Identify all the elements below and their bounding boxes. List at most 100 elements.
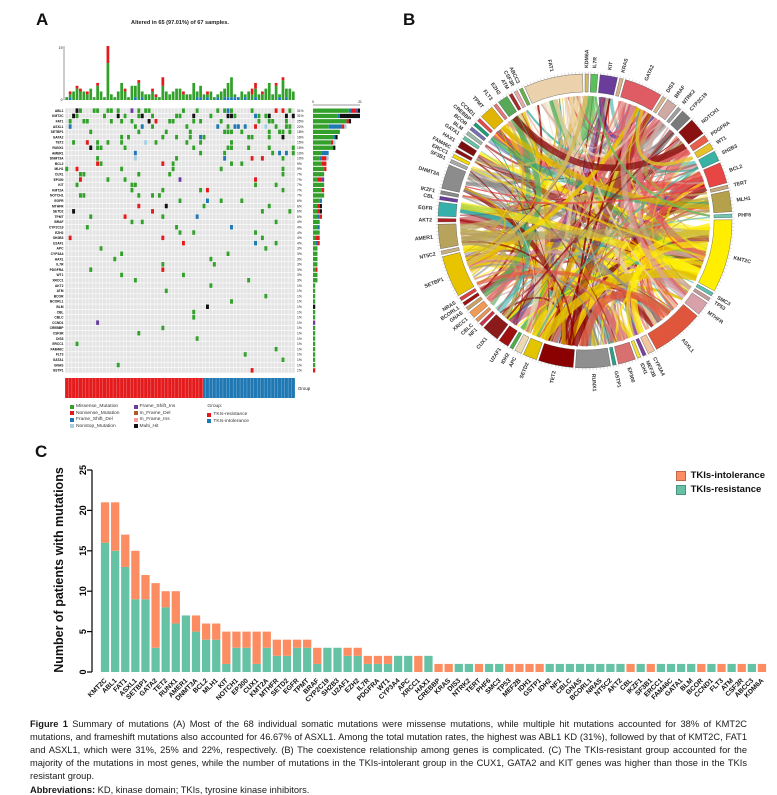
circos-gene-label: FLT3 [481,89,493,102]
figure-caption: Figure 1 Summary of mutations (A) Most o… [30,718,747,795]
group-legend-title: Group: [207,404,223,409]
oncoprint-gene-label: CUX1 [55,173,64,177]
oncoprint-gene-pct: 22% [297,125,304,129]
circos-gene-label: FAT1 [546,59,555,72]
oncoprint-gene-pct: 10% [297,151,304,155]
oncoprint-gene-label: BLM [56,305,63,309]
abbreviations-label: Abbreviations: [30,785,96,795]
circos-gene-label: IKZF1 [420,186,435,195]
circos-gene-label: TERT [733,179,748,188]
oncoprint-title: Altered in 65 (97.01%) of 67 samples. [131,20,229,26]
legend-item-mutation-3-swatch [70,424,74,428]
circos-gene-label: BLM [451,120,464,132]
circos-gene-label: APC [508,356,518,369]
legend-item-mutation-5-label: In_Frame_Del [139,410,171,416]
legend-item-mutation-1-swatch [70,411,74,415]
legend-item-mutation-7-label: Multi_Hit [139,423,159,429]
oncoprint-gene-label: BCORL1 [50,300,64,304]
oncoprint-gene-label: HAX1 [55,257,64,261]
oncoprint-gene-label: ATM [57,289,64,293]
legend-item-mutation-6-label: In_Frame_Ins [139,417,170,422]
y-tick-label: 5 [78,629,88,634]
legend-item-mutation-6: In_Frame_Ins [133,417,176,422]
circos-gene-label: MLH1 [736,196,751,204]
oncoprint-gene-pct: 1% [297,321,302,325]
circos-gene-label: KDM6A [584,49,590,68]
oncoprint-gene-label: FLT3 [56,353,64,357]
legend-item-mutation-5-swatch [133,411,138,415]
circos-gene-label: MTHFR [706,310,724,326]
barchart-legend-swatch-0 [675,470,686,481]
oncoprint-gene-label: SETBP1 [51,130,64,134]
oncoprint-gene-label: DNMT3A [50,157,64,161]
oncoprint-gene-pct: 7% [297,183,302,187]
circos-gene-label: TET2 [549,370,557,384]
oncoprint-gene-label: TET2 [55,141,63,145]
circos-gene-label: AKT2 [418,217,432,223]
oncoprint-gene-pct: 3% [297,273,302,277]
panel-c-label: C [35,442,48,461]
oncoprint-gene-pct: 6% [297,210,302,214]
panel-b-label: B [403,10,416,29]
legend-item-group-1-swatch [207,419,212,423]
oncoprint-grid: ABL1 31% KMT2C 31% FAT1 25% ASXL1 22% SETBP1 18% G… [49,107,304,374]
barchart-svg: 0 5 10 15 20 25 KMT2CABL1FAT1ASXL1SETBP1GATA2T… [78,465,767,704]
legend-item-group-0-label: TKIs-resistance [213,412,248,417]
oncoprint-gene-pct: 6% [297,204,302,208]
legend-item-mutation-3-label: Nonstop_Mutation [76,423,116,429]
y-axis: 0 5 10 15 20 25 [78,465,93,675]
top-axis-max: 19 [59,46,63,50]
oncoprint-gene-label: EZH2 [55,231,64,235]
oncoprint-gene-label: PDGFRA [50,268,65,272]
legend-item-mutation-4-swatch [133,404,138,409]
circos-chords [459,95,711,347]
circos-gene-label: KRAS [620,57,630,73]
oncoprint-gene-pct: 10% [297,157,304,161]
oncoprint-gene-label: BCL2 [55,162,64,166]
oncoprint-gene-label: DIS3 [56,337,63,341]
oncoprint-gene-label: KMT2A [52,188,64,192]
barchart-legend: TKIs-intolerance TKIs-resistance [675,470,765,495]
barchart-legend-label-0: TKIs-intolerance [690,470,765,481]
oncoprint-svg: 19 0 ABL1 31% KMT2C 31% FAT1 25% ASXL1 22% SETBP1 1… [49,46,362,398]
legend-item-mutation-0-label: Missense_Mutation [76,404,119,409]
oncoprint-gene-pct: 1% [297,332,302,336]
oncoprint-legend: Missense_Mutation Nonsense_Mutation Frame_… [70,404,249,429]
legend-item-group-0: TKIs-resistance [207,412,249,417]
circos-gene-label: CBL [423,193,435,201]
circos-gene-label: EP300 [625,367,635,384]
legend-item-group-0-swatch [207,412,212,417]
circos-gene-label: TP53 [713,300,727,312]
top-barplot: 19 0 [59,46,295,102]
oncoprint-gene-pct: 3% [297,268,302,272]
oncoprint-gene-label: SH2B3 [53,236,64,240]
legend-item-mutation-7: Multi_Hit [133,423,176,429]
oncoprint-gene-label: WT1 [57,273,64,277]
oncoprint-gene-pct: 1% [297,337,302,341]
oncoprint-gene-pct: 4% [297,231,302,235]
panel-b-circos: KDM6A IL7R KIT KRAS GATA2 DIS3 BRAF NTRK2 CYP2C1… [392,14,777,439]
oncoprint-gene-label: TPMT [55,215,64,219]
panel-c-barchart: Number of patients with mutations 0 5 10 15… [30,444,777,716]
oncoprint-gene-label: GATA1 [53,358,64,362]
circos-gene-label: IDH1 [638,362,648,375]
oncoprint-gene-label: ASXL1 [53,125,64,129]
oncoprint-gene-label: ERCC1 [52,342,63,346]
oncoprint-gene-pct: 1% [297,305,302,309]
legend-item-mutation-5: In_Frame_Del [133,410,176,416]
circos-gene-label: AMER1 [415,235,434,243]
circos-gene-label: DIS3 [665,81,676,94]
circos-gene-label: SH2B3 [721,143,739,156]
oncoprint-gene-pct: 1% [297,294,302,298]
oncoprint-gene-pct: 4% [297,220,302,224]
circos-gene-label: SETBP1 [424,277,445,290]
oncoprint-gene-label: FAT1 [56,120,64,124]
oncoprint-gene-label: KIT [58,183,63,187]
oncoprint-gene-pct: 3% [297,247,302,251]
oncoprint-gene-label: APC [57,247,65,251]
legend-item-mutation-7-swatch [133,424,138,428]
circos-gene-label: NOTCH1 [701,107,721,125]
oncoprint-gene-label: GNAS [54,363,64,367]
x-labels: KMT2CABL1FAT1ASXL1SETBP1GATA2TET2RUNX1AM… [87,677,765,704]
circos-gene-label: KIT [607,61,614,71]
